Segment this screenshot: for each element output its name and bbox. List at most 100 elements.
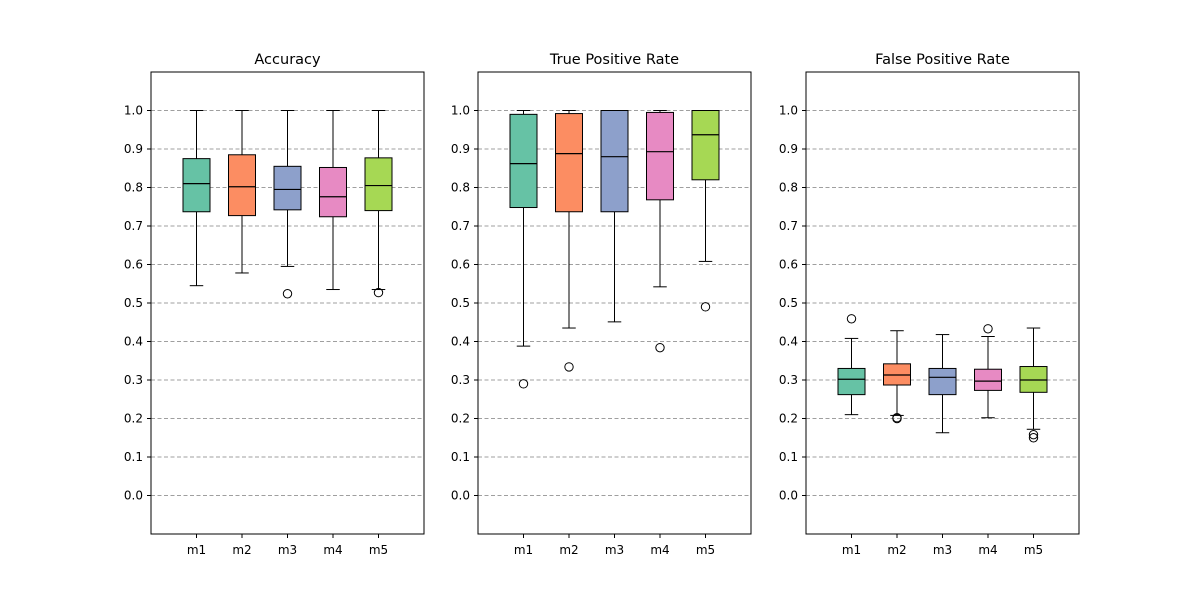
box-m3 [600,110,629,323]
y-tick-label: 0.6 [451,258,470,272]
y-tick-label: 0.6 [779,258,798,272]
y-tick-label: 0.8 [124,181,143,195]
iqr-box [691,110,720,181]
box-m3 [273,110,302,299]
iqr-box [646,111,674,201]
y-tick-label: 0.7 [451,219,470,233]
iqr-box [182,158,211,213]
x-tick-label-m3: m3 [278,543,297,557]
box-m4 [974,324,1002,419]
box-series [182,110,393,299]
iqr-box [837,367,866,396]
outlier-point [892,413,902,423]
box-m1 [182,110,211,287]
x-tick-label-m5: m5 [696,543,715,557]
y-axis: 0.0 0.1 0.2 0.3 0.4 0.5 0.6 0.7 0.8 0.9 1.0 [124,104,151,503]
box-series [509,110,720,389]
outlier-point [655,342,665,353]
x-tick-label-m5: m5 [369,543,388,557]
y-tick-label: 0.2 [779,412,798,426]
iqr-box [600,110,629,213]
y-tick-label: 0.9 [124,142,143,156]
y-tick-label: 0.9 [451,142,470,156]
outlier-point [846,314,857,324]
accuracy-panel: Accuracy 0.0 0.1 0.2 0.3 0.4 0.5 0.6 0.7 0.8 0.9 1… [124,52,425,557]
box-m2 [555,110,583,372]
iqr-box [509,113,538,209]
y-tick-label: 0.5 [124,296,143,310]
box-m3 [928,334,957,434]
x-tick-label-m5: m5 [1024,543,1043,557]
y-tick-label: 0.4 [451,335,470,349]
box-m1 [509,110,538,389]
outlier-point [282,289,293,299]
box-m5 [1019,327,1048,443]
x-tick-label-m4: m4 [978,543,997,557]
y-tick-label: 0.9 [779,142,798,156]
box-m1 [837,314,866,416]
x-tick-label-m4: m4 [323,543,342,557]
y-tick-label: 0.4 [779,335,798,349]
box-m2 [228,110,256,274]
x-tick-label-m2: m2 [232,543,251,557]
iqr-box [928,367,957,396]
x-tick-label-m1: m1 [514,543,533,557]
x-tick-label-m1: m1 [187,543,206,557]
outlier-point [373,287,384,298]
y-tick-label: 0.3 [779,373,798,387]
outlier-point [518,379,529,389]
y-axis: 0.0 0.1 0.2 0.3 0.4 0.5 0.6 0.7 0.8 0.9 1.0 [779,104,806,503]
outlier-point [1028,433,1039,443]
x-axis: m1 m2 m3 m4 m5 [842,534,1043,557]
box-m4 [646,110,674,353]
true-positive-rate-panel: True Positive Rate 0.0 0.1 0.2 0.3 0.4 0.5 0.6… [451,52,752,557]
y-tick-label: 0.0 [779,489,798,503]
y-tick-label: 0.8 [451,181,470,195]
y-tick-label: 1.0 [451,104,470,118]
outlier-point [1028,429,1039,440]
box-m5 [364,110,393,298]
x-tick-label-m4: m4 [650,543,669,557]
y-axis: 0.0 0.1 0.2 0.3 0.4 0.5 0.6 0.7 0.8 0.9 1.0 [451,104,478,503]
y-tick-label: 1.0 [779,104,798,118]
y-tick-label: 0.3 [124,373,143,387]
outlier-point [564,362,574,372]
x-tick-label-m2: m2 [559,543,578,557]
y-tick-label: 0.4 [124,335,143,349]
x-tick-label-m1: m1 [842,543,861,557]
y-tick-label: 0.5 [779,296,798,310]
false-positive-rate-panel: False Positive Rate 0.0 0.1 0.2 0.3 0.4 0.5 0.… [779,52,1080,557]
box-series [837,314,1048,443]
panel-title: True Positive Rate [549,52,679,68]
iqr-box [555,113,583,213]
y-tick-label: 0.0 [124,489,143,503]
box-m2 [883,330,911,424]
outlier-point [983,324,993,334]
x-axis: m1 m2 m3 m4 m5 [187,534,388,557]
x-tick-label-m3: m3 [933,543,952,557]
x-axis: m1 m2 m3 m4 m5 [514,534,715,557]
y-tick-label: 0.5 [451,296,470,310]
y-tick-label: 0.1 [451,450,470,464]
y-tick-label: 0.3 [451,373,470,387]
y-tick-label: 0.8 [779,181,798,195]
y-tick-label: 0.6 [124,258,143,272]
iqr-box [228,154,256,217]
box-m4 [319,110,347,291]
iqr-box [319,166,347,218]
y-tick-label: 0.1 [779,450,798,464]
x-tick-label-m3: m3 [605,543,624,557]
y-tick-label: 0.0 [451,489,470,503]
y-tick-label: 0.2 [124,412,143,426]
y-tick-label: 0.2 [451,412,470,426]
panel-title: Accuracy [254,52,321,68]
panel-title: False Positive Rate [875,52,1010,68]
x-tick-label-m2: m2 [887,543,906,557]
iqr-box [974,368,1002,391]
box-m5 [691,110,720,312]
y-tick-label: 0.7 [124,219,143,233]
iqr-box [273,165,302,211]
iqr-box [364,157,393,212]
y-tick-label: 0.1 [124,450,143,464]
